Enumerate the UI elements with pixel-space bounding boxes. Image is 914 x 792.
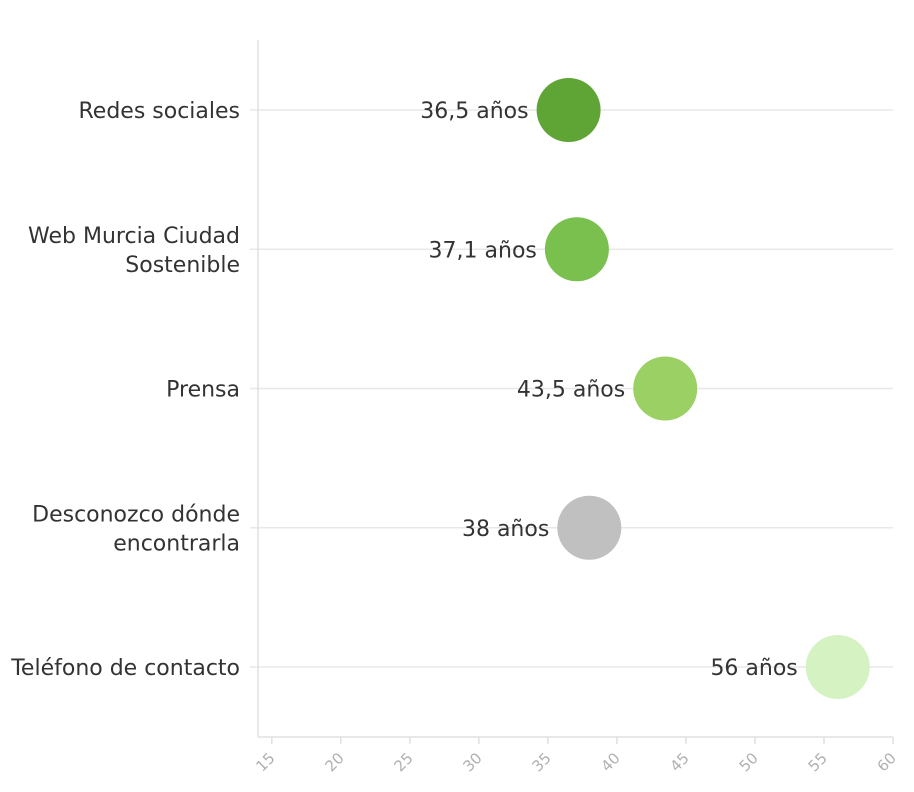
data-label: 56 años — [710, 656, 797, 681]
x-tick-label: 25 — [390, 749, 416, 775]
category-label: Teléfono de contacto — [10, 656, 240, 681]
data-point — [633, 356, 698, 421]
data-point — [536, 78, 601, 142]
category-label-line: Web Murcia Ciudad — [28, 224, 240, 249]
category-label-line: Sostenible — [125, 253, 240, 278]
data-label: 36,5 años — [420, 99, 528, 124]
data-label: 43,5 años — [517, 378, 625, 403]
category-label: Desconozco dónde encontrarla — [32, 502, 240, 556]
category-label-line: Prensa — [166, 378, 240, 403]
category-label: Prensa — [166, 378, 240, 403]
x-axis-ticks: 15 20 25 30 35 40 45 50 55 60 — [252, 737, 900, 775]
data-label: 38 años — [462, 517, 549, 542]
data-point — [544, 217, 609, 282]
x-tick-label: 60 — [874, 749, 900, 775]
category-label-line: Redes sociales — [78, 99, 240, 124]
x-tick-label: 15 — [252, 749, 278, 775]
x-tick-label: 35 — [528, 749, 554, 775]
category-label-line: Desconozco dónde — [32, 502, 240, 527]
x-tick-label: 50 — [736, 749, 762, 775]
data-point — [805, 635, 870, 699]
x-tick-label: 45 — [667, 749, 693, 775]
x-tick-label: 30 — [459, 749, 485, 775]
category-label: Redes sociales — [78, 99, 240, 124]
category-labels: Redes sociales Web Murcia Ciudad Sostenibl… — [10, 99, 240, 681]
data-points: 36,5 años 37,1 años 43,5 años 38 años 56 año… — [420, 78, 870, 699]
category-label-line: Teléfono de contacto — [10, 656, 240, 681]
gridlines — [250, 109, 893, 668]
x-tick-label: 20 — [321, 749, 347, 775]
x-tick-label: 40 — [598, 749, 624, 775]
data-point — [557, 495, 622, 560]
x-tick-label: 55 — [805, 749, 831, 775]
category-label-line: encontrarla — [113, 531, 240, 556]
data-label: 37,1 años — [429, 238, 537, 263]
category-label: Web Murcia Ciudad Sostenible — [28, 224, 240, 278]
